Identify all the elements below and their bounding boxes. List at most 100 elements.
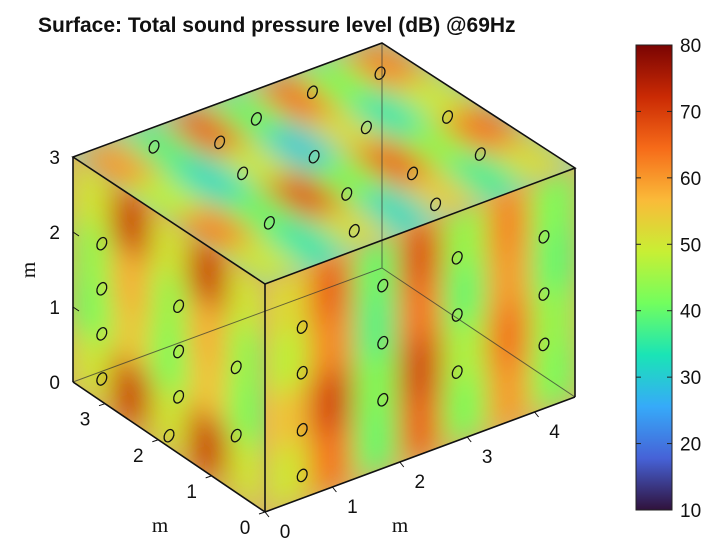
front-face-cell bbox=[530, 168, 575, 242]
left-face-cell bbox=[73, 213, 112, 296]
left-face-cell bbox=[188, 403, 227, 486]
front-face-cell bbox=[309, 365, 354, 439]
front-face-cell bbox=[265, 381, 310, 455]
top-face-cell bbox=[169, 204, 262, 253]
x-axis: 0 1 2 3 4 bbox=[264, 411, 560, 542]
front-face-cell bbox=[309, 307, 354, 382]
colorbar-tick-label: 10 bbox=[680, 501, 701, 522]
top-face-cell bbox=[213, 187, 306, 236]
contour-mark bbox=[451, 250, 463, 265]
top-face-cell bbox=[121, 172, 214, 221]
top-face-cell bbox=[253, 123, 346, 172]
contour-mark bbox=[308, 149, 320, 164]
top-face-cell bbox=[341, 90, 435, 139]
left-face-cell bbox=[73, 269, 112, 352]
colorbar-tick-label: 80 bbox=[680, 36, 701, 57]
left-face-cell bbox=[188, 289, 227, 373]
colorbar-tick-label: 30 bbox=[680, 368, 701, 389]
front-face-cell bbox=[353, 234, 398, 308]
front-face-cell bbox=[530, 282, 575, 357]
back-edges bbox=[72, 43, 576, 398]
y-axis-label: m bbox=[152, 513, 168, 537]
z-tick-label: 3 bbox=[49, 148, 60, 169]
colorbar-tick-label: 50 bbox=[680, 235, 701, 256]
x-tick-label: 4 bbox=[549, 422, 560, 443]
contour-mark bbox=[230, 360, 242, 375]
left-face-cell bbox=[149, 377, 189, 460]
contour-mark bbox=[377, 335, 389, 350]
contour-mark bbox=[474, 147, 486, 161]
front-face-cell bbox=[397, 332, 443, 406]
top-face-cell bbox=[434, 105, 527, 154]
front-face-surface bbox=[265, 168, 575, 512]
z-axis: 0 1 2 3 bbox=[49, 148, 80, 394]
top-face-cell bbox=[337, 43, 431, 91]
contour-mark bbox=[538, 229, 550, 244]
front-face-cell bbox=[397, 389, 443, 463]
contour-mark bbox=[348, 223, 360, 238]
contour-mark bbox=[296, 365, 308, 380]
y-tick-label: 2 bbox=[133, 446, 144, 467]
top-face-cell bbox=[345, 138, 439, 187]
front-face-cell bbox=[397, 274, 443, 349]
contour-mark bbox=[214, 135, 226, 150]
contour-mark bbox=[374, 66, 386, 81]
y-tick-label: 1 bbox=[186, 482, 197, 503]
top-face-cell bbox=[293, 59, 387, 107]
z-tick-label: 2 bbox=[49, 223, 60, 244]
x-tick-mark bbox=[264, 511, 270, 518]
front-face-cell bbox=[397, 217, 443, 292]
contour-mark bbox=[96, 327, 108, 341]
top-face-cell bbox=[301, 154, 394, 203]
contour-mark bbox=[173, 299, 185, 314]
top-face-cell bbox=[73, 140, 166, 189]
contour-mark bbox=[296, 468, 308, 483]
x-tick-mark bbox=[534, 411, 539, 418]
contour-mark bbox=[96, 281, 108, 296]
front-face-cell bbox=[486, 356, 531, 430]
colorbar-tick-label: 40 bbox=[680, 302, 701, 323]
left-face-cell bbox=[111, 238, 150, 321]
top-face-cell bbox=[390, 121, 483, 170]
contour-mark bbox=[377, 392, 389, 407]
left-face-cell bbox=[149, 320, 189, 404]
left-face-cell bbox=[73, 325, 112, 408]
top-face-cell bbox=[261, 219, 354, 268]
z-tick-label: 0 bbox=[49, 373, 60, 394]
colorbar-tick-label: 60 bbox=[680, 169, 701, 190]
front-face-cell bbox=[353, 405, 398, 480]
colorbar-ticks: 10 20 30 40 50 60 70 80 bbox=[636, 36, 701, 522]
left-face-cell bbox=[226, 315, 265, 398]
left-face-cell bbox=[226, 258, 265, 341]
z-axis-label: m bbox=[16, 262, 40, 278]
contour-mark bbox=[250, 112, 262, 126]
contour-mark bbox=[430, 197, 442, 212]
contour-mark bbox=[296, 320, 308, 334]
contour-mark bbox=[96, 236, 108, 251]
contour-mark bbox=[406, 166, 419, 181]
contour-mark bbox=[451, 365, 463, 379]
front-face-cell bbox=[309, 250, 354, 325]
front-face-cell bbox=[442, 372, 487, 447]
left-face-cell bbox=[111, 182, 150, 265]
contour-mark bbox=[341, 187, 353, 201]
front-face-cell bbox=[530, 225, 575, 299]
contour-mark bbox=[538, 287, 550, 301]
front-face-cell bbox=[353, 291, 398, 365]
top-face-surface bbox=[73, 43, 575, 284]
left-face-cell bbox=[73, 157, 112, 239]
contour-mark bbox=[173, 344, 185, 359]
top-face-cell bbox=[217, 235, 310, 284]
top-face-cell bbox=[297, 106, 391, 155]
contour-mark bbox=[96, 372, 108, 386]
z-tick-mark bbox=[72, 231, 80, 237]
y-tick-label: 3 bbox=[80, 410, 91, 431]
contour-mark bbox=[230, 428, 242, 443]
x-tick-mark bbox=[466, 436, 472, 443]
colorbar bbox=[635, 44, 673, 511]
top-face-cell bbox=[249, 75, 342, 124]
contour-mark bbox=[296, 422, 308, 437]
top-face-cell bbox=[161, 108, 254, 157]
left-face-cell bbox=[188, 233, 227, 316]
y-tick-mark bbox=[205, 475, 212, 479]
